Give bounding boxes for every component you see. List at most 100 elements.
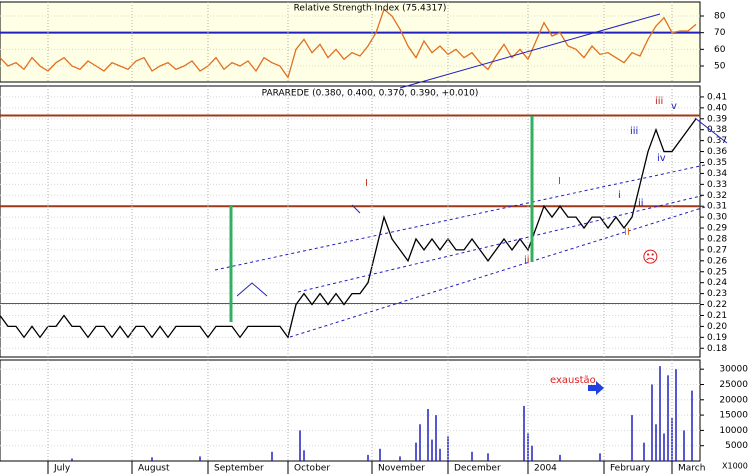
volume-bar	[487, 453, 489, 461]
volume-bar	[631, 415, 633, 461]
volume-bar	[439, 448, 441, 461]
annotation: exaustão	[550, 375, 596, 386]
y-tick-label: 5000	[725, 441, 748, 451]
x-tick-label: December	[454, 464, 501, 474]
y-tick-label: 80	[714, 12, 726, 22]
y-tick-label: 0.35	[707, 158, 727, 168]
x-tick-label: August	[138, 464, 170, 474]
y-tick-label: 0.33	[707, 180, 727, 190]
drawings	[214, 13, 728, 395]
y-tick-label: 0.20	[707, 322, 727, 332]
volume-bar	[199, 456, 201, 461]
y-tick-label: 0.24	[707, 278, 727, 288]
y-tick-label: 0.19	[707, 333, 727, 343]
volume-bar	[435, 415, 437, 461]
volume-panel	[0, 359, 701, 462]
price-title: PARAREDE (0.380, 0.400, 0.370, 0.390, +0…	[262, 89, 479, 99]
channel-middle	[297, 194, 706, 293]
wave-label: ii	[638, 198, 644, 209]
wave-mark	[351, 204, 361, 214]
x-tick-label: November	[378, 464, 425, 474]
arrow	[588, 381, 604, 395]
wave-label: ii	[524, 255, 530, 266]
volume-bar	[523, 405, 525, 461]
y-tick-label: 0.22	[707, 300, 727, 310]
wave-label: I	[558, 176, 561, 187]
volume-bar	[399, 456, 401, 461]
wave-label: iii	[630, 126, 638, 137]
volume-bar	[71, 458, 73, 461]
wave-label: II	[624, 227, 630, 238]
y-tick-label: 0.21	[707, 311, 727, 321]
volume-bar	[675, 369, 677, 461]
y-tick-label: 10000	[719, 426, 748, 436]
y-tick-label: 0.34	[707, 169, 727, 179]
y-tick-label: 0.39	[707, 114, 727, 124]
y-tick-label: 0.38	[707, 125, 727, 135]
x-tick-label: October	[294, 464, 330, 474]
volume-bar	[447, 436, 449, 461]
y-tick-label: 30000	[719, 365, 748, 375]
wave-label: i	[618, 190, 621, 201]
volume-bar	[151, 457, 153, 461]
wave-mark	[236, 282, 268, 297]
y-tick-label: 0.40	[707, 103, 727, 113]
wave-label: I	[365, 178, 368, 189]
y-tick-label: 20000	[719, 395, 748, 405]
y-tick-label: 0.30	[707, 213, 727, 223]
y-tick-label: 25000	[719, 380, 748, 390]
unit-label: X1000	[722, 462, 748, 471]
y-tick-label: 0.25	[707, 267, 727, 277]
sad-face: ☹	[642, 248, 659, 267]
y-tick-label: 0.28	[707, 234, 727, 244]
volume-bar	[655, 424, 657, 461]
y-tick-label: 0.26	[707, 256, 727, 266]
x-tick-label: 2004	[534, 464, 557, 474]
y-tick-label: 60	[714, 45, 726, 55]
volume-bar	[419, 424, 421, 461]
channel-lower	[289, 206, 706, 338]
y-tick-label: 0.29	[707, 224, 727, 234]
wave-label: iv	[657, 153, 666, 164]
volume-bar	[691, 390, 693, 461]
y-tick-label: 0.23	[707, 289, 727, 299]
x-tick-label: September	[214, 464, 264, 474]
y-tick-label: 0.37	[707, 136, 727, 146]
y-tick-label: 0.36	[707, 147, 727, 157]
volume-bar	[303, 450, 305, 461]
y-tick-label: 0.31	[707, 202, 727, 212]
y-tick-label: 50	[714, 62, 726, 72]
y-tick-label: 0.27	[707, 245, 727, 255]
y-tick-label: 0.32	[707, 191, 727, 201]
volume-bar	[559, 454, 561, 461]
volume-bar	[415, 442, 417, 461]
y-tick-label: 70	[714, 28, 726, 38]
rsi-trendline	[399, 13, 661, 89]
volume-bar	[671, 418, 673, 461]
volume-bar	[471, 451, 473, 461]
volume-bar	[367, 454, 369, 461]
y-tick-label: 0.41	[707, 92, 727, 102]
volume-bar	[667, 375, 669, 461]
x-tick-label: March	[678, 464, 705, 474]
volume-bar	[299, 430, 301, 461]
volume-bar	[427, 408, 429, 461]
volume-bar	[431, 439, 433, 461]
series-line	[0, 8, 697, 80]
price-panel	[0, 85, 701, 358]
x-tick-label: February	[610, 464, 651, 474]
volume-bar	[651, 384, 653, 461]
volume-bar	[683, 430, 685, 461]
rsi-title: Relative Strength Index (75.4317)	[294, 4, 447, 14]
volume-bar	[643, 442, 645, 461]
volume-bar	[659, 366, 661, 461]
volume-bar	[531, 445, 533, 461]
rsi-panel	[0, 1, 701, 83]
y-tick-label: 15000	[719, 411, 748, 421]
volume-bar	[379, 448, 381, 461]
series-line	[0, 118, 697, 339]
y-tick-label: 0.18	[707, 344, 727, 354]
wave-label: v	[671, 101, 677, 112]
